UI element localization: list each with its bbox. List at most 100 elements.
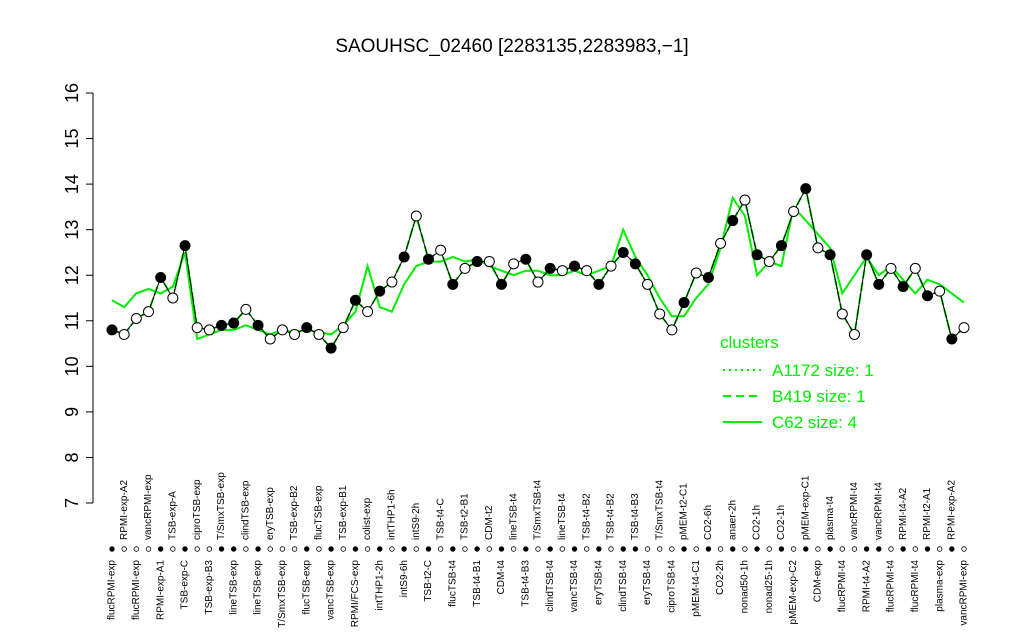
rug-dot xyxy=(754,546,760,552)
y-tick-label: 8 xyxy=(62,452,82,462)
x-tick-label: colist-exp xyxy=(362,497,373,540)
data-point xyxy=(642,278,654,290)
rug-dot xyxy=(389,546,395,552)
data-point xyxy=(118,328,130,340)
x-tick-label: lineTSB-exp xyxy=(228,560,239,615)
x-tick-label: clindTSB-t4 xyxy=(545,560,556,612)
rug-dot xyxy=(279,546,286,552)
rug-dot xyxy=(547,546,553,552)
x-tick-label: TSB-t2-B1 xyxy=(460,493,471,540)
x-tick-label: RPMI-t4-A2 xyxy=(898,487,909,540)
rug-dot xyxy=(145,546,152,552)
y-tick-label: 14 xyxy=(62,174,82,194)
legend-label: B419 size: 1 xyxy=(772,387,866,406)
rug-dot xyxy=(133,546,140,552)
x-tick-label: RPMI-t4-A2 xyxy=(861,560,872,613)
x-tick-label: RPMI-t2-A1 xyxy=(922,487,933,540)
rug-dot xyxy=(742,546,748,552)
x-tick-label: intTHP1-2h xyxy=(374,560,385,611)
data-point xyxy=(264,333,276,345)
x-tick-label: clindTSB-exp xyxy=(241,480,252,540)
x-tick-label: CDM-t4 xyxy=(496,560,507,595)
data-point xyxy=(130,313,142,324)
rug-dot xyxy=(510,546,517,552)
data-point xyxy=(155,272,167,283)
legend-label: A1172 size: 1 xyxy=(772,361,874,380)
x-tick-label: vancTSB-t4 xyxy=(569,560,580,613)
data-point xyxy=(629,258,641,270)
data-point xyxy=(751,249,763,261)
data-point xyxy=(447,278,459,290)
x-tick-label: TSB-exp-A xyxy=(167,491,178,540)
cluster-line xyxy=(111,195,965,341)
x-tick-label: CO2-2h xyxy=(715,560,726,595)
rug-dot xyxy=(717,546,724,552)
rug-dot xyxy=(583,546,590,552)
data-point xyxy=(921,290,933,302)
x-tick-label: T/SmxTSB-exp xyxy=(216,472,227,540)
data-point xyxy=(252,319,264,331)
x-tick-label: T/SmxTSB-t4 xyxy=(533,480,544,540)
rug-dot xyxy=(559,546,566,552)
rug-dot xyxy=(328,546,334,552)
x-tick-label: lineTSB-t4 xyxy=(557,493,568,540)
x-tick-label: TSB-t4-C xyxy=(435,498,446,540)
data-point xyxy=(191,322,203,334)
rug-dot xyxy=(437,546,444,552)
x-tick-label: anaer-2h xyxy=(727,500,738,540)
rug-dot xyxy=(498,546,505,552)
rug-dot xyxy=(827,546,833,552)
rug-dot xyxy=(790,546,797,552)
x-tick-label: TSB-exp-C xyxy=(180,560,191,609)
data-point xyxy=(349,294,361,306)
x-tick-label: intS9-2h xyxy=(411,503,422,540)
x-tick-label: ciproTSB-exp xyxy=(192,479,203,540)
rug-dot xyxy=(352,546,359,552)
x-tick-label: RPMI-exp-A2 xyxy=(119,480,130,540)
x-tick-label: flucRPMI-exp xyxy=(107,560,118,620)
data-point xyxy=(520,253,532,265)
data-point xyxy=(471,256,483,268)
rug-dot xyxy=(157,546,164,552)
x-tick-label: lineTSB-t4 xyxy=(508,493,519,540)
data-point xyxy=(909,262,921,274)
y-tick-label: 12 xyxy=(62,265,82,285)
data-point xyxy=(386,276,398,288)
rug-dot xyxy=(766,546,772,552)
y-tick-label: 16 xyxy=(62,83,82,103)
data-point xyxy=(337,322,349,334)
data-point xyxy=(897,281,909,293)
data-point xyxy=(483,256,495,268)
rug-dot xyxy=(231,546,237,552)
rug-dot xyxy=(535,546,541,552)
data-point xyxy=(301,322,313,334)
data-point xyxy=(569,260,581,272)
data-point xyxy=(362,306,374,318)
rug-dot xyxy=(693,546,699,552)
rug-dot xyxy=(267,546,273,552)
data-point xyxy=(422,253,434,265)
data-point xyxy=(289,328,301,340)
data-point xyxy=(690,267,702,279)
data-point xyxy=(775,240,787,252)
rug-dot xyxy=(425,546,432,552)
data-point xyxy=(532,276,544,288)
data-point xyxy=(702,272,714,283)
rug-dot xyxy=(401,546,407,552)
x-tick-label: flucRPMI-t4 xyxy=(886,560,897,613)
x-tick-label: flucRPMI-t4 xyxy=(910,560,921,613)
data-point xyxy=(228,317,240,329)
x-tick-label: flucTSB-exp xyxy=(314,485,325,540)
rug-dot xyxy=(912,546,919,552)
data-point xyxy=(873,278,885,290)
x-tick-label: eryTSB-t4 xyxy=(593,560,604,605)
x-tick-label: flucRPMI-t4 xyxy=(837,560,848,613)
x-tick-label: plasma-t4 xyxy=(825,496,836,540)
x-tick-label: vancRPMI-t4 xyxy=(849,482,860,540)
rug-dot xyxy=(669,546,675,552)
data-point xyxy=(727,215,739,227)
x-tick-label: TSB-t4-B2 xyxy=(606,493,617,540)
data-point xyxy=(216,319,228,331)
data-point xyxy=(861,249,873,261)
